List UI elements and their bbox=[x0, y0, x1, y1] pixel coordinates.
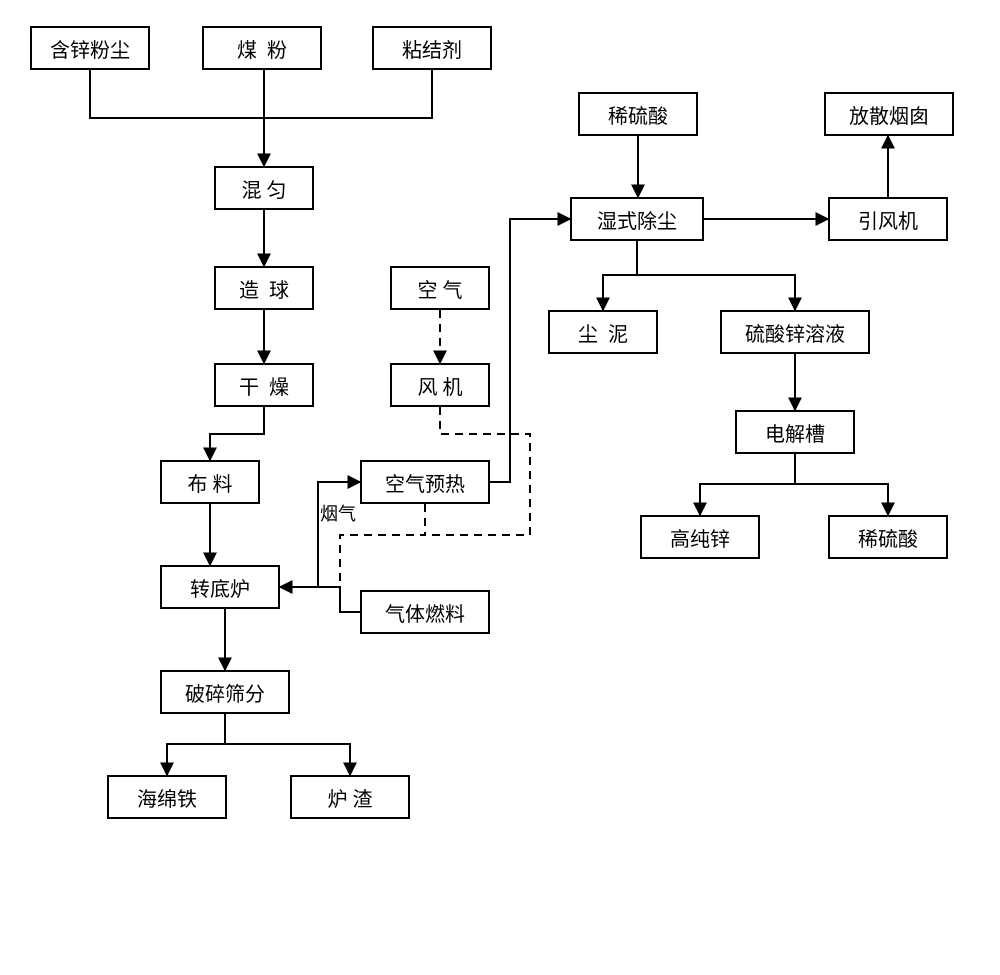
node-spongeIron: 海绵铁 bbox=[107, 775, 227, 819]
node-preheat: 空气预热 bbox=[360, 460, 490, 504]
node-sludge: 尘 泥 bbox=[548, 310, 658, 354]
edge-wetClean-sludge bbox=[603, 241, 637, 310]
node-coal: 煤 粉 bbox=[202, 26, 322, 70]
node-chimney: 放散烟囱 bbox=[824, 92, 954, 136]
edge-binder-mix bbox=[264, 70, 432, 118]
node-rhf: 转底炉 bbox=[160, 565, 280, 609]
edges-layer bbox=[0, 0, 1000, 975]
node-h2so4in: 稀硫酸 bbox=[578, 92, 698, 136]
node-slag: 炉 渣 bbox=[290, 775, 410, 819]
node-pureZn: 高纯锌 bbox=[640, 515, 760, 559]
node-h2so4out: 稀硫酸 bbox=[828, 515, 948, 559]
node-crush: 破碎筛分 bbox=[160, 670, 290, 714]
node-charge: 布 料 bbox=[160, 460, 260, 504]
node-fan: 风 机 bbox=[390, 363, 490, 407]
edge-crush-slag bbox=[225, 714, 350, 775]
edge-gasFuel-rhf bbox=[280, 587, 360, 612]
node-air: 空 气 bbox=[390, 266, 490, 310]
node-binder: 粘结剂 bbox=[372, 26, 492, 70]
node-pellet: 造 球 bbox=[214, 266, 314, 310]
edge-label: 烟气 bbox=[320, 500, 356, 526]
edge-electro-pureZn bbox=[700, 454, 795, 515]
node-gasFuel: 气体燃料 bbox=[360, 590, 490, 634]
flowchart-canvas: 含锌粉尘 煤 粉 粘结剂混 匀造 球干 燥布 料转底炉破碎筛分海绵铁 炉 渣 空 气风 … bbox=[0, 0, 1000, 975]
node-mix: 混 匀 bbox=[214, 166, 314, 210]
edge-rhf-preheat bbox=[280, 482, 360, 587]
node-wetClean: 湿式除尘 bbox=[570, 197, 704, 241]
edge-crush-spongeIron bbox=[167, 714, 225, 775]
node-dry: 干 燥 bbox=[214, 363, 314, 407]
edge-dry-charge bbox=[210, 407, 264, 460]
edge-electro-h2so4out bbox=[795, 454, 888, 515]
node-idFan: 引风机 bbox=[828, 197, 948, 241]
node-zincDust: 含锌粉尘 bbox=[30, 26, 150, 70]
edge-wetClean-znso4 bbox=[637, 241, 795, 310]
edge-zincDust-mix bbox=[90, 70, 264, 118]
node-znso4: 硫酸锌溶液 bbox=[720, 310, 870, 354]
node-electro: 电解槽 bbox=[735, 410, 855, 454]
